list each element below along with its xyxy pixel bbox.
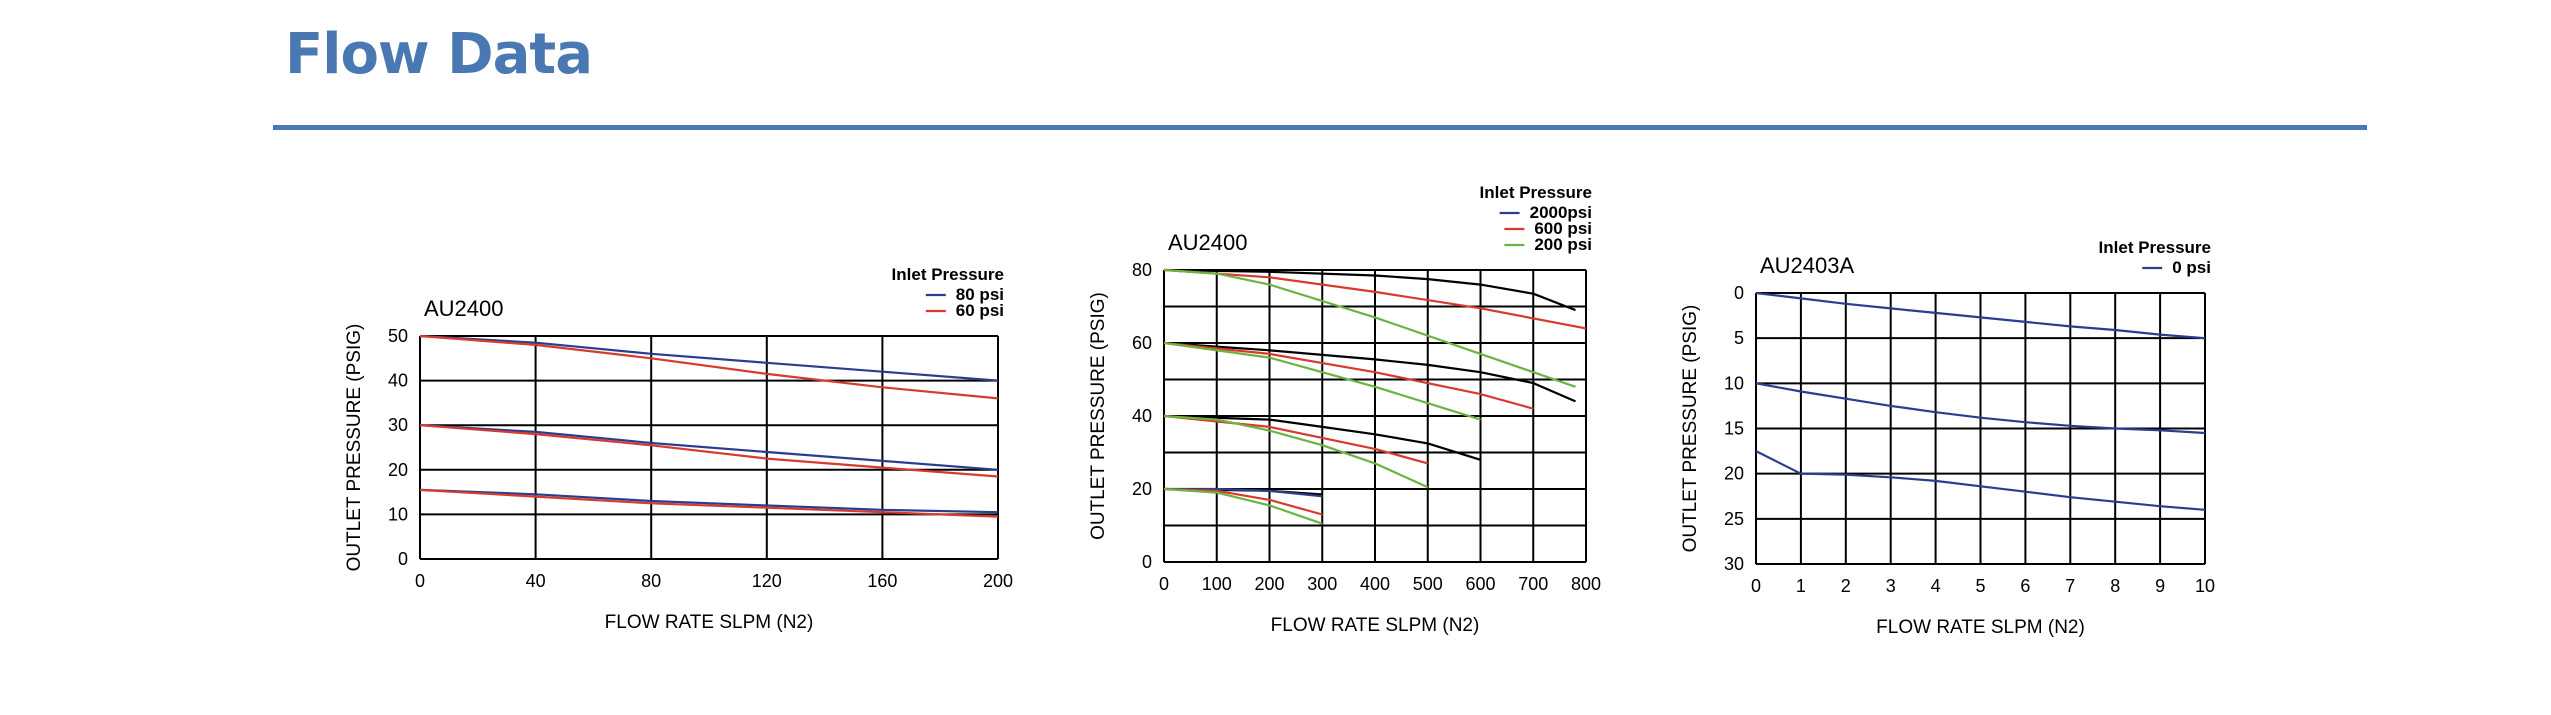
- legend-entry-label: 0 psi: [2172, 258, 2211, 277]
- x-tick-label: 3: [1886, 576, 1896, 596]
- series-line-2: [1755, 450, 2206, 511]
- series-line-3: [419, 334, 999, 400]
- x-tick-label: 7: [2065, 576, 2075, 596]
- grid: [419, 335, 999, 560]
- y-tick-label: 50: [388, 326, 408, 346]
- x-tick-label: 600: [1465, 574, 1495, 594]
- x-tick-label: 0: [1159, 574, 1169, 594]
- chart-title: AU2400: [424, 296, 504, 321]
- series-line-10: [1163, 341, 1481, 421]
- x-tick-label: 40: [526, 571, 546, 591]
- series-line-1: [1163, 341, 1576, 403]
- series-line-4: [419, 424, 999, 478]
- legend-title: Inlet Pressure: [892, 265, 1004, 284]
- x-tick-label: 10: [2195, 576, 2215, 596]
- series-line-2: [419, 488, 999, 514]
- series-line-1: [1755, 382, 2206, 435]
- x-tick-label: 8: [2110, 576, 2120, 596]
- y-tick-label: 40: [388, 371, 408, 391]
- y-tick-label: 20: [388, 460, 408, 480]
- x-tick-label: 160: [867, 571, 897, 591]
- series-line-0: [1163, 268, 1576, 312]
- y-tick-label: 30: [388, 415, 408, 435]
- y-tick-label: 20: [1724, 464, 1744, 484]
- y-tick-label: 0: [398, 549, 408, 569]
- y-tick-label: 0: [1734, 283, 1744, 303]
- y-tick-label: 5: [1734, 328, 1744, 348]
- y-axis-title: OUTLET PRESSURE (PSIG): [344, 324, 365, 572]
- x-tick-label: 80: [641, 571, 661, 591]
- x-tick-label: 200: [983, 571, 1013, 591]
- series-lines: [1163, 268, 1587, 525]
- series-line-9: [1163, 268, 1576, 388]
- y-axis-title: OUTLET PRESSURE (PSIG): [1680, 305, 1701, 553]
- x-tick-label: 9: [2155, 576, 2165, 596]
- chart-title: AU2403A: [1760, 253, 1855, 278]
- legend-title: Inlet Pressure: [1480, 183, 1592, 202]
- x-tick-label: 400: [1360, 574, 1390, 594]
- y-tick-label: 15: [1724, 419, 1744, 439]
- legend-entry-label: 80 psi: [956, 285, 1004, 304]
- series-line-0: [1755, 291, 2206, 340]
- series-lines: [1755, 291, 2206, 511]
- x-axis-title: FLOW RATE SLPM (N2): [1271, 615, 1480, 636]
- legend-entry-label: 2000psi: [1530, 203, 1592, 222]
- y-axis-title: OUTLET PRESSURE (PSIG): [1088, 292, 1109, 540]
- legend-entry-label: 600 psi: [1534, 219, 1592, 238]
- series-line-11: [1163, 414, 1429, 489]
- x-axis-title: FLOW RATE SLPM (N2): [1876, 617, 2085, 638]
- y-tick-label: 60: [1132, 333, 1152, 353]
- series-line-0: [419, 334, 999, 382]
- y-tick-label: 0: [1142, 552, 1152, 572]
- y-tick-label: 80: [1132, 260, 1152, 280]
- chart-title: AU2400: [1168, 230, 1248, 255]
- y-tick-label: 25: [1724, 509, 1744, 529]
- x-tick-label: 1: [1796, 576, 1806, 596]
- y-tick-label: 10: [388, 504, 408, 524]
- series-lines: [419, 334, 999, 518]
- x-tick-label: 700: [1518, 574, 1548, 594]
- series-line-2: [1163, 414, 1481, 461]
- x-tick-label: 120: [752, 571, 782, 591]
- x-tick-label: 5: [1975, 576, 1985, 596]
- x-tick-label: 6: [2020, 576, 2030, 596]
- x-tick-label: 500: [1413, 574, 1443, 594]
- legend-entry-label: 200 psi: [1534, 235, 1592, 254]
- y-tick-label: 20: [1132, 479, 1152, 499]
- title-divider: [273, 125, 2367, 130]
- x-tick-label: 0: [415, 571, 425, 591]
- x-tick-label: 300: [1307, 574, 1337, 594]
- x-tick-label: 0: [1751, 576, 1761, 596]
- y-tick-label: 10: [1724, 373, 1744, 393]
- series-line-6: [1163, 341, 1534, 410]
- series-line-5: [419, 488, 999, 518]
- x-tick-label: 2: [1841, 576, 1851, 596]
- page-title: Flow Data: [285, 22, 593, 87]
- legend-title: Inlet Pressure: [2099, 238, 2211, 257]
- grid: [1755, 292, 2206, 565]
- x-axis-title: FLOW RATE SLPM (N2): [605, 612, 814, 633]
- y-tick-label: 30: [1724, 554, 1744, 574]
- x-tick-label: 4: [1931, 576, 1941, 596]
- x-tick-label: 800: [1571, 574, 1601, 594]
- series-line-5: [1163, 268, 1587, 330]
- series-line-1: [419, 424, 999, 471]
- x-tick-label: 100: [1202, 574, 1232, 594]
- x-tick-label: 200: [1254, 574, 1284, 594]
- y-tick-label: 40: [1132, 406, 1152, 426]
- legend-entry-label: 60 psi: [956, 301, 1004, 320]
- series-line-12: [1163, 487, 1323, 525]
